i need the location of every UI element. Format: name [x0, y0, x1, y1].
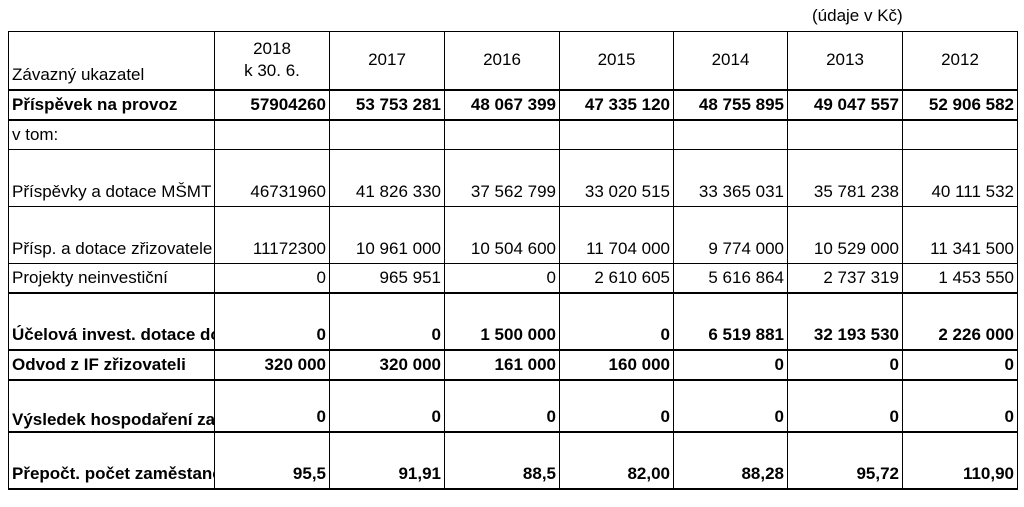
- table-cell: 35 781 238: [787, 148, 903, 207]
- row-label: Přísp. a dotace zřizovatele: [8, 205, 215, 264]
- row-label: Příspěvek na provoz: [8, 89, 215, 121]
- table-cell: 0: [214, 262, 330, 293]
- table-cell: 0: [329, 378, 445, 432]
- table-cell: 11172300: [214, 205, 330, 264]
- table-cell: [329, 119, 445, 150]
- table-cell: 320 000: [214, 348, 330, 380]
- year-header-2018: 2018 k 30. 6.: [214, 31, 330, 91]
- row-label: Přepočt. počet zaměstanců: [8, 430, 215, 490]
- table-row: v tom:: [8, 119, 1018, 150]
- table-row: Přísp. a dotace zřizovatele 11172300 10 …: [8, 205, 1018, 264]
- year-header: 2015: [559, 31, 674, 91]
- table-cell: 40 111 532: [902, 148, 1018, 207]
- table-cell: 5 616 864: [673, 262, 788, 293]
- row-label: Účelová invest. dotace do IF: [8, 291, 215, 350]
- table-cell: 0: [673, 378, 788, 432]
- table-cell: 320 000: [329, 348, 445, 380]
- table-cell: 33 020 515: [559, 148, 674, 207]
- table-cell: [787, 119, 903, 150]
- row-label: Příspěvky a dotace MŠMT: [8, 148, 215, 207]
- header-label: Závazný ukazatel: [8, 31, 215, 91]
- year-header: 2016: [444, 31, 560, 91]
- table-cell: 11 341 500: [902, 205, 1018, 264]
- table-cell: 57904260: [214, 89, 330, 121]
- table-cell: 0: [559, 378, 674, 432]
- table-cell: 95,5: [214, 430, 330, 490]
- table-cell: 82,00: [559, 430, 674, 490]
- table-cell: 0: [559, 291, 674, 350]
- table-cell: [559, 119, 674, 150]
- table-cell: 0: [214, 291, 330, 350]
- table-cell: 0: [673, 348, 788, 380]
- budget-indicator-table: Závazný ukazatel 2018 k 30. 6. 2017 2016…: [8, 31, 1018, 490]
- year-header: 2012: [902, 31, 1018, 91]
- table-cell: 0: [214, 378, 330, 432]
- row-label: v tom:: [8, 119, 215, 150]
- table-cell: 52 906 582: [902, 89, 1018, 121]
- table-row: Výsledek hospodaření za rok 0 0 0 0 0 0 …: [8, 378, 1018, 432]
- table-cell: 88,28: [673, 430, 788, 490]
- year-header: 2017: [329, 31, 445, 91]
- table-cell: 9 774 000: [673, 205, 788, 264]
- table-cell: 32 193 530: [787, 291, 903, 350]
- table-cell: 91,91: [329, 430, 445, 490]
- table-cell: 48 067 399: [444, 89, 560, 121]
- table-cell: [902, 119, 1018, 150]
- table-cell: 0: [444, 262, 560, 293]
- table-cell: 53 753 281: [329, 89, 445, 121]
- table-cell: 0: [329, 291, 445, 350]
- table-cell: [214, 119, 330, 150]
- table-cell: 2 610 605: [559, 262, 674, 293]
- table-cell: 0: [902, 378, 1018, 432]
- table-cell: 95,72: [787, 430, 903, 490]
- table-cell: 6 519 881: [673, 291, 788, 350]
- table-cell: 2 226 000: [902, 291, 1018, 350]
- table-cell: 10 961 000: [329, 205, 445, 264]
- units-note: (údaje v Kč): [812, 6, 903, 25]
- year-header-line1: 2018: [253, 39, 291, 59]
- table-cell: 1 500 000: [444, 291, 560, 350]
- year-header: 2013: [787, 31, 903, 91]
- year-header-line2: k 30. 6.: [244, 61, 300, 81]
- table-row: Odvod z IF zřizovateli 320 000 320 000 1…: [8, 348, 1018, 380]
- table-cell: 161 000: [444, 348, 560, 380]
- table-row: Projekty neinvestiční 0 965 951 0 2 610 …: [8, 262, 1018, 293]
- table-cell: [673, 119, 788, 150]
- year-header: 2014: [673, 31, 788, 91]
- table-cell: 1 453 550: [902, 262, 1018, 293]
- table-cell: 0: [787, 378, 903, 432]
- table-cell: 37 562 799: [444, 148, 560, 207]
- table-row: Účelová invest. dotace do IF 0 0 1 500 0…: [8, 291, 1018, 350]
- table-cell: 10 504 600: [444, 205, 560, 264]
- table-cell: 110,90: [902, 430, 1018, 490]
- table-row: Příspěvek na provoz 57904260 53 753 281 …: [8, 89, 1018, 121]
- row-label: Projekty neinvestiční: [8, 262, 215, 293]
- row-label: Výsledek hospodaření za rok: [8, 378, 215, 432]
- table-cell: 160 000: [559, 348, 674, 380]
- table-cell: 33 365 031: [673, 148, 788, 207]
- row-label: Odvod z IF zřizovateli: [8, 348, 215, 380]
- table-cell: 2 737 319: [787, 262, 903, 293]
- table-cell: 49 047 557: [787, 89, 903, 121]
- table-cell: 0: [902, 348, 1018, 380]
- table-cell: 0: [787, 348, 903, 380]
- header-row: Závazný ukazatel 2018 k 30. 6. 2017 2016…: [8, 31, 1018, 91]
- table-cell: 11 704 000: [559, 205, 674, 264]
- table-cell: 88,5: [444, 430, 560, 490]
- table-cell: 41 826 330: [329, 148, 445, 207]
- table-cell: 0: [444, 378, 560, 432]
- table-cell: 48 755 895: [673, 89, 788, 121]
- table-cell: 965 951: [329, 262, 445, 293]
- table-cell: [444, 119, 560, 150]
- table-row: Příspěvky a dotace MŠMT 46731960 41 826 …: [8, 148, 1018, 207]
- table-cell: 10 529 000: [787, 205, 903, 264]
- table-cell: 46731960: [214, 148, 330, 207]
- table-cell: 47 335 120: [559, 89, 674, 121]
- table-row: Přepočt. počet zaměstanců 95,5 91,91 88,…: [8, 430, 1018, 490]
